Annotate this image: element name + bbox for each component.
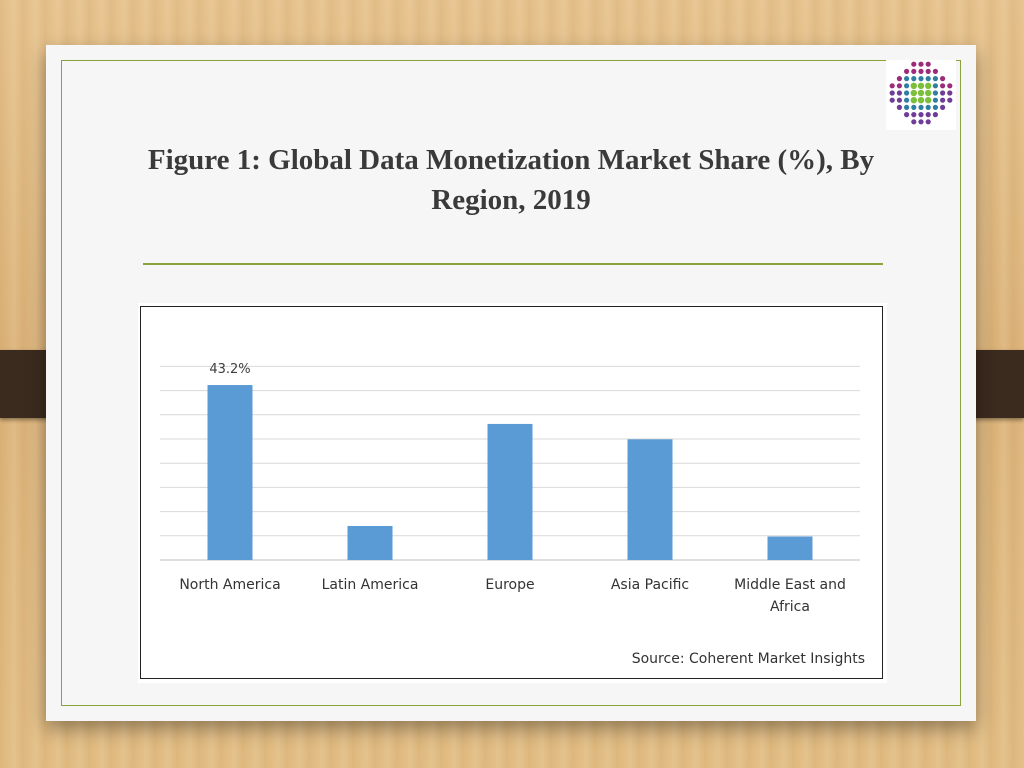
logo-dot bbox=[910, 89, 917, 97]
logo-dot bbox=[940, 104, 946, 110]
logo-dot bbox=[940, 76, 946, 82]
bar-asia-pacific bbox=[627, 439, 673, 560]
logo-dot bbox=[904, 104, 910, 110]
logo-dot bbox=[911, 119, 917, 125]
logo-dot bbox=[904, 90, 910, 96]
logo-dot bbox=[896, 83, 902, 89]
logo-dot bbox=[889, 90, 895, 96]
logo-dot bbox=[918, 61, 924, 67]
logo-dot bbox=[940, 90, 946, 96]
title-divider bbox=[143, 263, 883, 265]
logo-dot bbox=[932, 68, 938, 74]
logo-dot bbox=[896, 104, 902, 110]
logo-dot bbox=[932, 112, 938, 118]
logo-dot bbox=[896, 90, 902, 96]
bar-latin-america bbox=[347, 525, 393, 560]
logo-dot bbox=[911, 104, 917, 110]
logo-dot bbox=[917, 82, 925, 89]
x-tick-label: Middle East and Africa bbox=[734, 577, 846, 615]
logo-dot bbox=[932, 76, 938, 82]
logo-dot bbox=[917, 89, 925, 97]
logo-dot bbox=[947, 90, 953, 96]
logo-dot bbox=[911, 76, 917, 82]
logo-dot bbox=[925, 112, 931, 118]
logo-dot bbox=[940, 83, 946, 89]
logo-dot bbox=[904, 97, 910, 103]
logo-dot bbox=[947, 97, 953, 103]
logo-dot bbox=[932, 104, 938, 110]
logo-dot bbox=[910, 82, 917, 89]
logo-dot bbox=[925, 82, 932, 89]
logo-dot bbox=[904, 76, 910, 82]
logo-dot bbox=[925, 97, 932, 104]
logo-dot bbox=[925, 68, 931, 74]
logo-dot bbox=[904, 83, 910, 89]
data-label: 43.2% bbox=[209, 362, 250, 377]
logo-dot bbox=[911, 68, 917, 74]
logo-dot bbox=[947, 83, 953, 89]
logo-dot bbox=[889, 97, 895, 103]
logo-dot bbox=[925, 104, 931, 110]
x-tick-label: Europe bbox=[485, 577, 534, 593]
logo-dot bbox=[896, 97, 902, 103]
logo-dot bbox=[904, 68, 910, 74]
logo-dot bbox=[918, 76, 924, 82]
x-tick-label: Latin America bbox=[322, 577, 419, 593]
x-tick-label: Asia Pacific bbox=[611, 577, 689, 593]
x-tick-label: North America bbox=[179, 577, 280, 593]
bar-north-america bbox=[207, 385, 253, 560]
logo-dot bbox=[932, 90, 938, 96]
logo-dot bbox=[889, 83, 895, 89]
logo-dot bbox=[925, 119, 931, 125]
logo-dot bbox=[925, 61, 931, 67]
logo-dot bbox=[940, 97, 946, 103]
chart-frame: 43.2% North America Latin America Europe Asi… bbox=[140, 306, 883, 679]
bar-middle-east-and-africa bbox=[767, 536, 813, 560]
slide-frame bbox=[61, 60, 961, 706]
chart-container: 43.2% North America Latin America Europe Asi… bbox=[138, 303, 887, 683]
logo-dot bbox=[911, 61, 917, 67]
slide-title: Figure 1: Global Data Monetization Marke… bbox=[147, 144, 875, 216]
logo-dot bbox=[925, 76, 931, 82]
logo-dot bbox=[917, 97, 925, 104]
logo-dot bbox=[918, 112, 924, 118]
logo-icon bbox=[889, 61, 953, 125]
bar-europe bbox=[487, 423, 533, 560]
logo-dot bbox=[932, 97, 938, 103]
logo-dot bbox=[910, 97, 917, 104]
logo-dot bbox=[896, 76, 902, 82]
logo-dot bbox=[925, 89, 932, 97]
logo-dot bbox=[932, 83, 938, 89]
logo-dot bbox=[904, 112, 910, 118]
logo-dot bbox=[918, 119, 924, 125]
chart-source: Source: Coherent Market Insights bbox=[632, 651, 865, 667]
logo-dot bbox=[911, 112, 917, 118]
logo-dot bbox=[918, 68, 924, 74]
logo-dot bbox=[918, 104, 924, 110]
bar-chart: 43.2% North America Latin America Europe Asi… bbox=[160, 362, 865, 667]
company-logo bbox=[886, 60, 956, 130]
